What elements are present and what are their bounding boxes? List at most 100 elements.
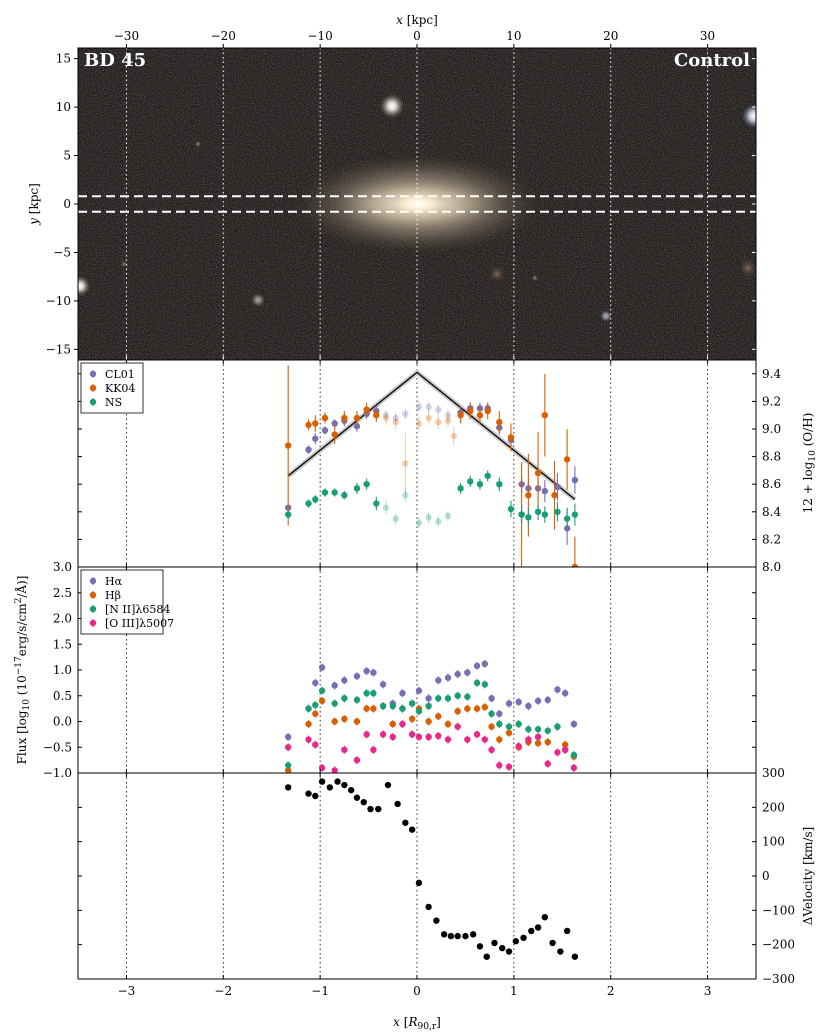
- data-point: [561, 746, 569, 754]
- data-point: [312, 420, 319, 427]
- data-point: [561, 741, 569, 748]
- data-point: [534, 508, 542, 515]
- data-point: [284, 762, 292, 769]
- data-point: [444, 417, 452, 424]
- data-point: [534, 697, 542, 705]
- data-point: [534, 924, 542, 931]
- tick-label: 15: [56, 52, 71, 66]
- data-point: [312, 496, 319, 503]
- tick-label: 1: [510, 984, 518, 998]
- data-point: [425, 695, 432, 702]
- data-point: [518, 511, 525, 518]
- data-point: [389, 733, 396, 741]
- data-point: [444, 412, 452, 419]
- legend-marker: [89, 398, 97, 406]
- data-point: [415, 879, 423, 887]
- data-point: [341, 715, 348, 723]
- metallicity-right-ticks: 8.0 8.2 8.4 8.6 8.8 9.0 9.2 9.4: [78, 360, 781, 574]
- data-point: [305, 705, 312, 712]
- data-point: [454, 670, 461, 678]
- data-point: [544, 696, 551, 704]
- data-point: [331, 767, 338, 773]
- tick-label: 3: [704, 984, 712, 998]
- data-point: [515, 743, 522, 750]
- data-point: [341, 695, 348, 702]
- data-point: [370, 746, 377, 754]
- metallicity-points: [284, 365, 579, 567]
- data-point: [375, 805, 382, 813]
- data-point: [318, 687, 326, 694]
- data-point: [389, 720, 396, 728]
- tick-label: 200: [762, 800, 785, 814]
- velocity-bottom-ticks: −3 −2 −1 0 1 2 3: [118, 773, 712, 998]
- data-point: [305, 736, 312, 743]
- data-point: [512, 938, 519, 945]
- data-point: [561, 689, 569, 697]
- data-point: [363, 667, 370, 675]
- data-point: [571, 953, 579, 960]
- flux-panel: −1.0 −0.5 0.0 0.5 1.0 1.5 2.0 2.5 3.0 Flux [log1…: [14, 560, 757, 780]
- data-point: [360, 798, 367, 806]
- tick-label: −10: [46, 294, 71, 308]
- data-point: [476, 481, 484, 488]
- data-point: [435, 732, 442, 740]
- series-cl01: [284, 401, 579, 545]
- data-point: [570, 764, 578, 772]
- data-point: [496, 762, 503, 769]
- legend-label: Hβ: [105, 589, 121, 602]
- data-point: [382, 414, 390, 422]
- image-top-ticks: −30 −20 −10 0 10 20 30: [114, 29, 715, 360]
- data-point: [541, 914, 549, 921]
- data-point: [534, 739, 542, 747]
- data-point: [312, 679, 319, 687]
- data-point: [341, 492, 348, 499]
- tick-label: 10: [506, 29, 521, 43]
- bright-star: [380, 94, 404, 118]
- data-point: [488, 695, 495, 702]
- data-point: [467, 407, 474, 415]
- tick-label: 8.2: [762, 532, 781, 546]
- data-point: [331, 489, 338, 496]
- data-point: [496, 710, 503, 717]
- data-point: [481, 703, 488, 711]
- tick-label: 0.5: [53, 689, 72, 703]
- data-point: [525, 492, 532, 499]
- sample-label: Control: [674, 50, 750, 71]
- data-point: [415, 420, 423, 427]
- flux-points: [284, 659, 578, 773]
- tick-label: 10: [56, 100, 71, 114]
- faint-source: [251, 293, 265, 307]
- data-point: [425, 514, 432, 521]
- data-point: [473, 662, 481, 670]
- data-point: [408, 700, 416, 707]
- data-point: [505, 723, 513, 730]
- data-point: [484, 472, 491, 480]
- data-point: [488, 723, 495, 730]
- data-point: [499, 944, 506, 952]
- data-point: [454, 692, 461, 699]
- edge-star-left: [78, 276, 90, 296]
- data-point: [496, 736, 503, 743]
- data-point: [534, 726, 542, 733]
- data-point: [488, 710, 495, 717]
- data-point: [528, 927, 535, 935]
- data-point: [425, 414, 432, 422]
- data-point: [554, 749, 561, 756]
- data-point: [425, 403, 432, 411]
- data-point: [549, 939, 556, 947]
- data-point: [353, 718, 361, 725]
- data-point: [284, 442, 292, 449]
- data-point: [464, 705, 471, 712]
- data-point: [505, 700, 513, 707]
- data-point: [444, 512, 452, 520]
- data-point: [525, 726, 532, 733]
- data-point: [496, 720, 503, 728]
- series-ns: [284, 470, 579, 530]
- data-point: [392, 418, 399, 426]
- data-point: [444, 720, 452, 728]
- data-point: [392, 414, 399, 422]
- data-point: [520, 934, 527, 941]
- data-point: [399, 705, 406, 712]
